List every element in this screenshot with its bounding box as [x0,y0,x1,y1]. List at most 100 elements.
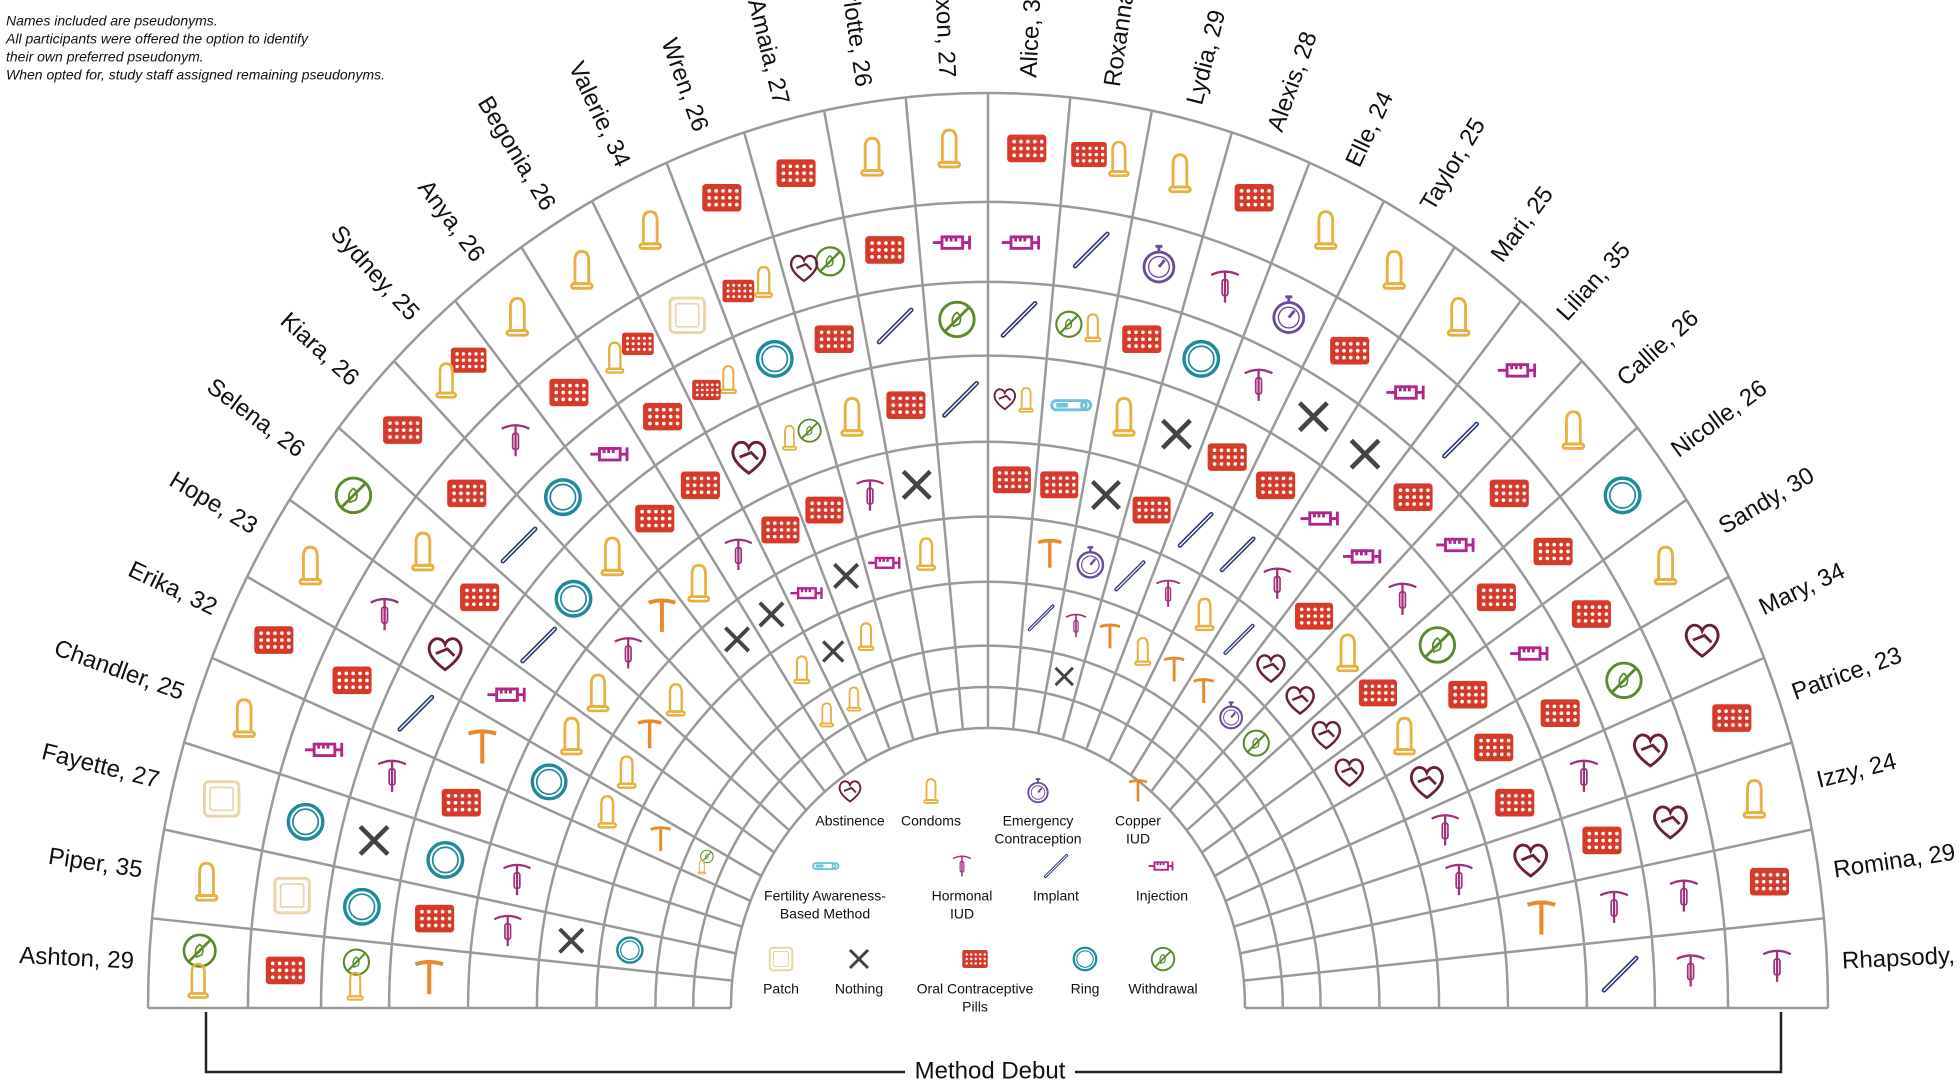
method-icon [1561,410,1586,450]
method-icon [1256,471,1296,500]
method-icon [821,639,845,664]
method-icon [441,788,481,817]
method-icon [586,673,610,713]
method-icon [1410,766,1444,799]
participant-name: Lydia, 29 [1182,7,1232,107]
legend: Abstinence Condoms Emergency Contraception C… [763,778,1198,1015]
method-icon [855,479,885,512]
spoke-line [1129,246,1456,776]
participant-name: Piper, 35 [47,843,145,884]
method-icon [560,716,584,756]
legend-icon [1127,779,1149,803]
participant-name: Mary, 34 [1755,557,1849,621]
spoke-line [454,299,826,793]
method-icon [916,537,937,571]
participant-name: Izzy, 24 [1814,748,1899,794]
participant-name: Selena, 26 [202,373,310,463]
method-icon [616,755,637,789]
method-icon [754,265,774,299]
legend-label: Copper [1115,813,1161,829]
legend-label: IUD [1126,831,1150,847]
method-icon [1295,602,1334,630]
method-icon [1605,661,1643,700]
method-icon [992,466,1031,494]
method-icon [1653,545,1678,586]
legend-icon [768,946,794,972]
legend-label: Condoms [901,813,961,829]
method-icon [993,388,1016,411]
method-icon [182,933,217,968]
method-icon [776,159,816,188]
method-icon [460,583,500,612]
method-icon [635,504,675,533]
spoke-line [1214,575,1730,878]
participant-name: Ashton, 29 [19,942,135,975]
legend-icon [1072,946,1098,972]
method-icon [723,538,753,572]
legend-label: Based Method [780,906,870,922]
method-icon [1749,867,1790,896]
spoke-line [1061,132,1234,741]
method-icon [866,555,901,570]
method-icon [273,876,311,915]
method-icon [298,545,323,586]
participant-name: Romina, 29 [1832,839,1957,884]
method-icon [879,310,911,342]
method-icon [789,586,823,601]
method-icon [1256,654,1286,683]
method-icon [1571,600,1611,628]
method-icon [1155,579,1181,608]
participant-name: Begonia, 26 [472,92,561,216]
method-icon [613,637,643,670]
legend-label: Oral Contraceptive [917,981,1034,997]
spoke-line [742,132,915,741]
method-icon [1476,583,1516,612]
spoke-line [1108,200,1386,762]
spoke-line [1224,656,1765,902]
method-icon [530,763,568,801]
method-icon [638,210,663,250]
method-icon [597,795,618,829]
method-icon [903,471,930,498]
method-icon [860,136,884,177]
method-icon [554,579,593,618]
method-icon [500,424,531,458]
method-icon [665,683,686,717]
footer-label: Method Debut [915,1057,1066,1081]
method-icon [1065,613,1087,638]
method-icon [814,325,854,354]
method-icon [1582,826,1622,855]
method-icon [1219,701,1244,730]
method-icon [1489,479,1529,508]
method-icon [1358,679,1398,707]
participant-name: Taylor, 25 [1415,113,1491,215]
method-icon [643,402,683,431]
method-icon [1540,699,1580,728]
method-icon [360,827,388,855]
debut-bracket [204,1012,1783,1074]
method-icon [588,445,629,463]
method-icon [450,347,487,373]
method-icon [793,655,811,685]
method-icon [383,416,423,444]
method-icon [1018,387,1034,413]
method-icon [832,562,860,590]
method-icon [944,383,976,415]
method-icon [1163,420,1191,448]
method-icon [937,128,962,169]
method-icon [1684,623,1720,658]
method-icon [486,686,526,704]
spoke-line [1243,917,1825,982]
participant-name: Valerie, 34 [563,58,636,172]
method-icon [1604,958,1636,990]
participant-name: Amaia, 27 [742,0,794,107]
method-icon [1040,471,1079,499]
spoke-line [151,917,733,982]
participant-name: Rhapsody, 23 [1841,940,1960,974]
method-icon [1444,863,1474,897]
spoke-line [288,498,776,854]
spoke-line [1233,741,1793,928]
method-icon [411,531,435,572]
legend-label: Injection [1136,888,1188,904]
method-icon [719,365,737,395]
